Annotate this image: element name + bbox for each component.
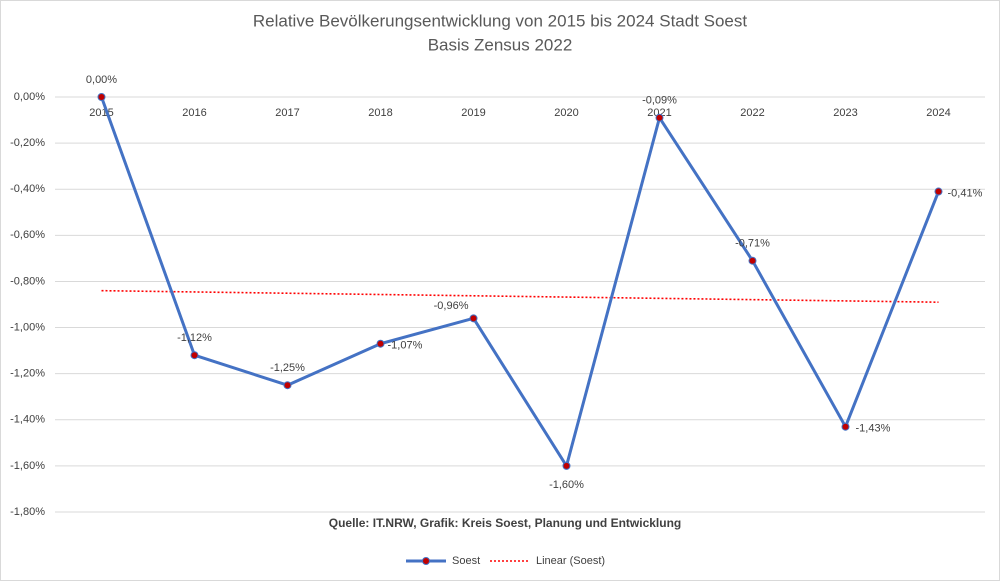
legend-label: Soest [452, 555, 480, 567]
source-note: Quelle: IT.NRW, Grafik: Kreis Soest, Pla… [329, 516, 682, 530]
y-tick-label: -1,20% [10, 368, 45, 380]
data-label: -0,09% [642, 95, 677, 107]
data-point [97, 93, 106, 101]
x-tick-label: 2022 [740, 107, 764, 119]
data-point [841, 422, 850, 431]
y-tick-label: -1,60% [10, 460, 45, 472]
data-label: -1,07% [388, 340, 423, 352]
x-tick-label: 2024 [926, 107, 950, 119]
data-label: -0,71% [735, 238, 770, 250]
data-label: 0,00% [86, 74, 117, 86]
y-tick-label: -1,00% [10, 321, 45, 333]
x-tick-label: 2021 [647, 107, 671, 119]
y-tick-label: -0,80% [10, 275, 45, 287]
x-tick-label: 2018 [368, 107, 392, 119]
trendline [101, 289, 939, 303]
data-label: -1,60% [549, 479, 584, 491]
x-tick-label: 2016 [182, 107, 206, 119]
y-tick-label: -1,80% [10, 506, 45, 518]
chart-title: Relative Bevölkerungsentwicklung von 201… [253, 11, 748, 30]
y-tick-label: -0,40% [10, 183, 45, 195]
x-tick-label: 2020 [554, 107, 578, 119]
data-label: -1,25% [270, 362, 305, 374]
chart-subtitle: Basis Zensus 2022 [428, 35, 573, 54]
data-point [562, 461, 571, 470]
data-label: -1,43% [856, 423, 891, 435]
data-point [469, 314, 478, 323]
x-tick-label: 2023 [833, 107, 857, 119]
y-tick-label: -0,20% [10, 137, 45, 149]
data-point [283, 381, 292, 390]
legend-label: Linear (Soest) [536, 555, 605, 567]
data-label: -0,96% [434, 300, 469, 312]
y-tick-label: 0,00% [14, 91, 45, 103]
series-line [100, 96, 940, 468]
data-point [934, 187, 943, 196]
data-point [376, 339, 385, 348]
x-tick-label: 2019 [461, 107, 485, 119]
data-point [190, 351, 199, 360]
data-point [655, 113, 664, 122]
data-point [748, 256, 757, 265]
data-label: -1,12% [177, 332, 212, 344]
data-label: -0,41% [948, 187, 983, 199]
y-tick-label: -1,40% [10, 414, 45, 426]
x-tick-label: 2017 [275, 107, 299, 119]
legend-marker [422, 557, 430, 565]
y-tick-label: -0,60% [10, 229, 45, 241]
